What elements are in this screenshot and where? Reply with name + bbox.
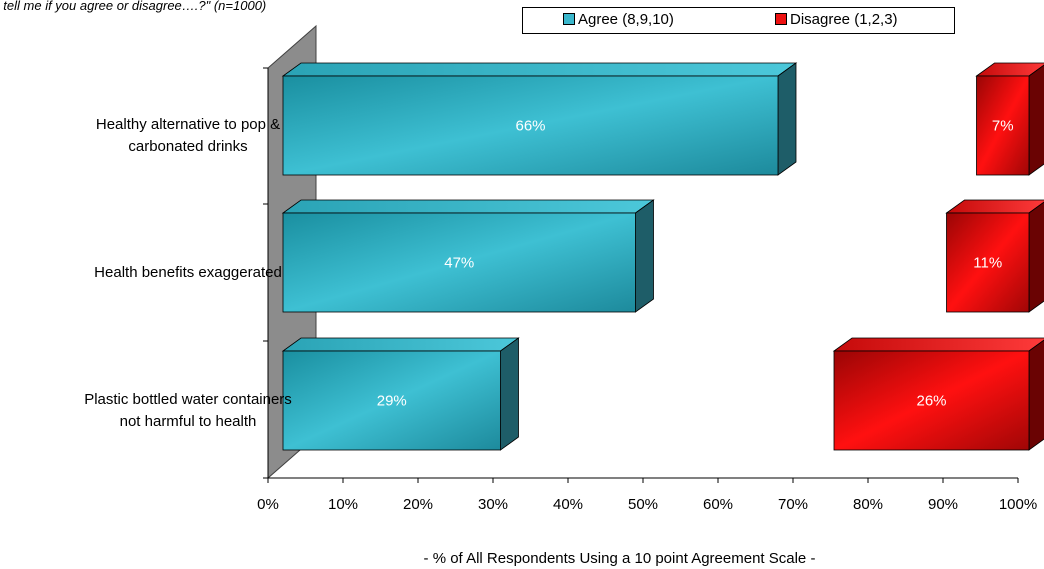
x-tick-label: 60% [703, 496, 733, 513]
agree-bar-top [281, 199, 655, 214]
category-label: Plastic bottled water containers [84, 391, 292, 408]
chart-title: u to tell me if you agree or disagree….?… [0, 0, 267, 13]
category-label: not harmful to health [120, 413, 257, 430]
disagree-bar-front [946, 212, 1030, 313]
disagree-bar [945, 199, 1044, 313]
agree-bar-top [281, 337, 520, 352]
x-tick-label: 10% [328, 496, 358, 513]
agree-bar-front [282, 212, 636, 313]
agree-bar [281, 62, 798, 176]
x-tick-label: 30% [478, 496, 508, 513]
disagree-data-label: 11% [973, 255, 1002, 272]
agree-bar-side [635, 199, 654, 313]
x-tick-label: 70% [778, 496, 808, 513]
x-tick-label: 100% [999, 496, 1037, 513]
bars [281, 62, 1044, 451]
agree-bar-side [777, 62, 797, 176]
x-tick-label: 0% [257, 496, 279, 513]
agree-data-label: 29% [377, 393, 407, 410]
disagree-data-label: 7% [992, 118, 1014, 135]
agree-data-label: 66% [515, 118, 545, 135]
x-tick-label: 20% [403, 496, 433, 513]
category-label: Healthy alternative to pop & [96, 116, 280, 133]
labels: 66% 47% 29% 7% 11% 26% Healthy alternative to … [84, 116, 1013, 430]
legend-item-disagree: Disagree (1,2,3) [775, 11, 898, 28]
x-axis-label: - % of All Respondents Using a 10 point … [423, 550, 816, 567]
disagree-bar-front [976, 75, 1030, 176]
x-tick-label: 50% [628, 496, 658, 513]
legend-swatch-agree [563, 13, 575, 26]
agree-bar-side [500, 337, 519, 451]
agree-data-label: 47% [444, 255, 474, 272]
x-tick-label: 80% [853, 496, 883, 513]
disagree-bar-side [1028, 64, 1044, 176]
disagree-bar-side [1028, 201, 1044, 313]
agree-bar-front [282, 75, 779, 176]
disagree-bar-side [1028, 339, 1044, 451]
disagree-bar [832, 337, 1044, 451]
legend-label-disagree: Disagree (1,2,3) [790, 11, 898, 28]
agree-bar-top [281, 62, 798, 77]
legend-item-agree: Agree (8,9,10) [563, 11, 674, 28]
legend: Agree (8,9,10) Disagree (1,2,3) [522, 7, 955, 34]
agree-bar [281, 337, 520, 451]
legend-swatch-disagree [775, 13, 787, 26]
category-label: Health benefits exaggerated [94, 264, 282, 281]
disagree-bar-front [833, 350, 1030, 451]
disagree-bar [975, 62, 1044, 176]
x-tick-label: 90% [928, 496, 958, 513]
axes: 0% 10% 20% 30% 40% 50% 60% 70% 80% 90% 100% [257, 67, 1037, 513]
agree-bar-front [282, 350, 501, 451]
category-label: carbonated drinks [128, 138, 247, 155]
disagree-bar-top [832, 337, 1044, 352]
agree-bar [281, 199, 655, 313]
legend-label-agree: Agree (8,9,10) [578, 11, 674, 28]
disagree-bar-top [945, 199, 1044, 214]
disagree-data-label: 26% [916, 393, 946, 410]
x-tick-label: 40% [553, 496, 583, 513]
